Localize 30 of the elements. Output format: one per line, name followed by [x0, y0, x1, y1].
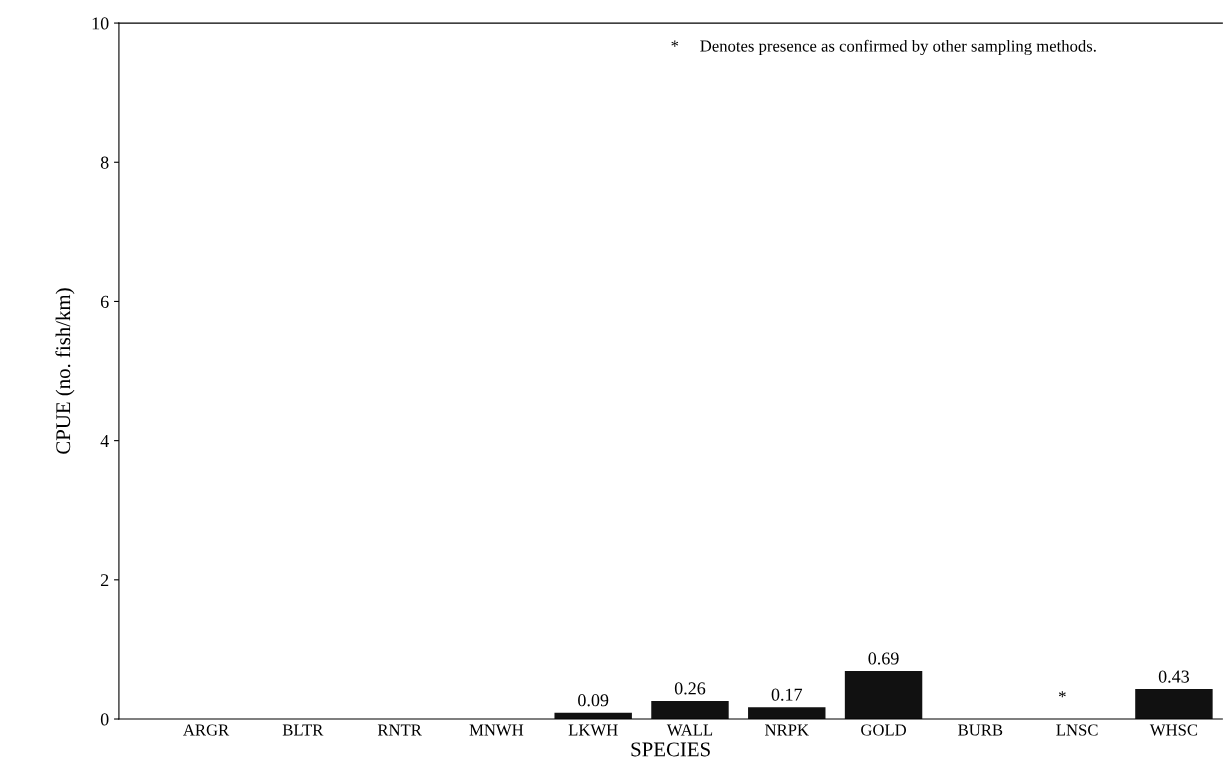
- bar: [1135, 689, 1213, 720]
- x-tick-label: BURB: [958, 724, 1003, 736]
- x-axis-title: SPECIES: [631, 742, 710, 757]
- y-tick-label: 8: [100, 156, 109, 169]
- data-label: 0.17: [771, 688, 803, 701]
- y-axis-title: CPUE (no. fish/km): [55, 288, 75, 454]
- x-tick-label: LNSC: [1056, 724, 1098, 736]
- data-label: 0.09: [578, 694, 609, 707]
- y-tick-label: 10: [92, 17, 109, 30]
- bar: [844, 670, 923, 720]
- x-tick-label: WALL: [666, 724, 713, 736]
- x-tick-label: WHSC: [1149, 724, 1198, 736]
- x-tick-label: BLTR: [282, 724, 324, 736]
- y-tick-label: 6: [100, 295, 109, 308]
- y-tick-label: 0: [100, 713, 109, 726]
- data-label: 0.69: [868, 652, 899, 665]
- x-tick-label: MNWH: [469, 724, 524, 736]
- bar: [651, 700, 729, 720]
- y-tick-label: 2: [100, 574, 109, 587]
- bar: [748, 707, 826, 720]
- data-label: 0.43: [1158, 670, 1190, 683]
- x-tick-label: RNTR: [377, 724, 422, 736]
- x-tick-label: NRPK: [765, 724, 809, 736]
- annotation: *: [1058, 691, 1066, 698]
- data-label: 0.26: [674, 682, 706, 695]
- y-tick-label: 4: [100, 435, 109, 447]
- annotation: * Denotes presence as confirmed by other sampling methods.: [671, 39, 1096, 56]
- x-tick-label: GOLD: [861, 724, 907, 736]
- x-tick-label: ARGR: [183, 724, 230, 736]
- x-tick-label: LKWH: [568, 724, 618, 736]
